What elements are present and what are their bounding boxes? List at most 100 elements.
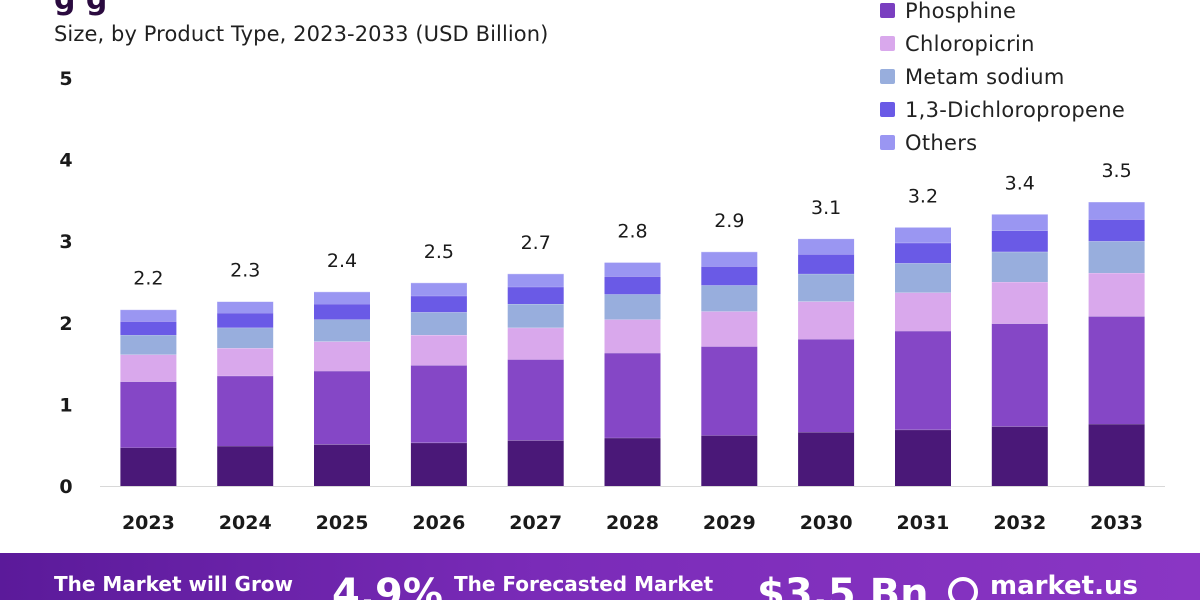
bar-total-label: 2.2 (133, 268, 163, 290)
x-tick-label: 2025 (316, 512, 369, 534)
chart-title-partial: g g (54, 0, 107, 17)
bar-segment (1088, 219, 1145, 242)
bar-segment (507, 304, 564, 328)
y-tick-label: 4 (59, 150, 72, 172)
bar-segment (895, 263, 951, 293)
bar-segment (507, 440, 564, 486)
bar-segment (1088, 316, 1145, 424)
legend-item-phosphine: Phosphine (880, 0, 1125, 27)
bar-segment (701, 311, 758, 347)
x-tick-label: 2028 (606, 512, 659, 534)
bar-segment (507, 359, 564, 441)
bar-segment (410, 335, 467, 366)
legend-label: 1,3-Dichloropropene (905, 97, 1126, 122)
bar-total-label: 2.7 (521, 232, 551, 254)
bar-segment (991, 282, 1048, 324)
footer-cagr-value: 4.9% (332, 571, 443, 600)
bar-segment (120, 335, 177, 355)
y-tick-label: 5 (59, 68, 72, 90)
bar-segment (895, 292, 951, 331)
y-tick-label: 1 (59, 394, 72, 416)
bar-segment (120, 354, 177, 382)
bar-segment (701, 285, 758, 312)
legend-swatch (880, 3, 895, 18)
bar-total-label: 3.4 (1005, 172, 1035, 194)
x-tick-label: 2023 (122, 512, 175, 534)
legend-label: Metam sodium (905, 64, 1065, 89)
bar-segment (991, 214, 1048, 231)
bar-segment (1088, 241, 1145, 273)
bar-segment (604, 319, 661, 353)
bar-segment (701, 435, 758, 486)
footer-banner: The Market will Grow 4.9% The Forecasted… (0, 553, 1200, 600)
bar-segment (314, 341, 370, 371)
footer-forecast-text: The Forecasted Market (454, 572, 714, 596)
bar-segment (120, 309, 177, 322)
legend-swatch (880, 102, 895, 117)
bar-segment (217, 327, 274, 349)
bar-total-label: 2.9 (714, 210, 744, 232)
bar-segment (314, 304, 370, 320)
y-tick-label: 3 (59, 231, 72, 253)
bar-segment (410, 442, 467, 486)
bar-total-label: 3.5 (1101, 160, 1131, 182)
legend-swatch (880, 69, 895, 84)
bar-segment (314, 370, 370, 445)
bar-segment (217, 348, 274, 376)
bar-segment (798, 273, 855, 302)
brand-logo-icon (948, 577, 978, 600)
bar-total-label: 3.2 (908, 185, 938, 207)
bar-segment (507, 273, 564, 287)
bar-segment (895, 242, 951, 264)
y-tick-label: 0 (59, 476, 72, 498)
legend-item-chloropicrin: Chloropicrin (880, 27, 1125, 60)
bar-segment (217, 301, 274, 313)
legend-item-dichloropropene: 1,3-Dichloropropene (880, 93, 1125, 126)
chart-legend: Phosphine Chloropicrin Metam sodium 1,3-… (880, 0, 1125, 159)
bar-segment (604, 437, 661, 486)
bar-segment (120, 321, 177, 336)
x-tick-label: 2032 (993, 512, 1046, 534)
bar-total-label: 2.5 (424, 241, 454, 263)
bar-segment (604, 294, 661, 320)
legend-label: Phosphine (905, 0, 1017, 23)
x-tick-label: 2029 (703, 512, 756, 534)
bar-segment (507, 286, 564, 304)
bar-segment (410, 282, 467, 296)
footer-market-value: $3.5 Bn (757, 571, 929, 600)
bar-total-label: 3.1 (811, 197, 841, 219)
bar-segment (120, 447, 177, 486)
legend-label: Others (905, 130, 978, 155)
bar-total-label: 2.4 (327, 250, 357, 272)
bar-segment (798, 432, 855, 486)
x-tick-label: 2031 (897, 512, 950, 534)
bar-segment (895, 331, 951, 430)
bar-segment (991, 230, 1048, 252)
y-tick-label: 2 (59, 313, 72, 335)
bar-segment (701, 266, 758, 286)
bar-segment (798, 339, 855, 433)
bar-segment (1088, 424, 1145, 486)
bar-segment (798, 254, 855, 274)
bar-segment (1088, 202, 1145, 220)
footer-brand: market.us (990, 571, 1138, 600)
bar-segment (314, 319, 370, 342)
bar-segment (120, 381, 177, 448)
bar-segment (991, 323, 1048, 427)
bar-segment (217, 446, 274, 486)
bar-segment (895, 429, 951, 486)
bar-segment (991, 251, 1048, 282)
x-tick-label: 2024 (219, 512, 272, 534)
bar-segment (217, 375, 274, 446)
bar-segment (991, 426, 1048, 486)
bar-segment (604, 353, 661, 438)
x-tick-label: 2027 (509, 512, 562, 534)
bar-segment (604, 276, 661, 295)
bar-total-label: 2.3 (230, 260, 260, 282)
x-tick-label: 2026 (412, 512, 465, 534)
stacked-bar-chart: 0 1 2 3 4 5 2.2 2023 2.3 2024 2.4 2025 2.5 2026 2.7 202… (59, 68, 1165, 534)
legend-item-others: Others (880, 126, 1125, 159)
bar-segment (701, 251, 758, 267)
chart-subtitle: Size, by Product Type, 2023-2033 (USD Bi… (54, 22, 549, 46)
bar-segment (217, 313, 274, 328)
